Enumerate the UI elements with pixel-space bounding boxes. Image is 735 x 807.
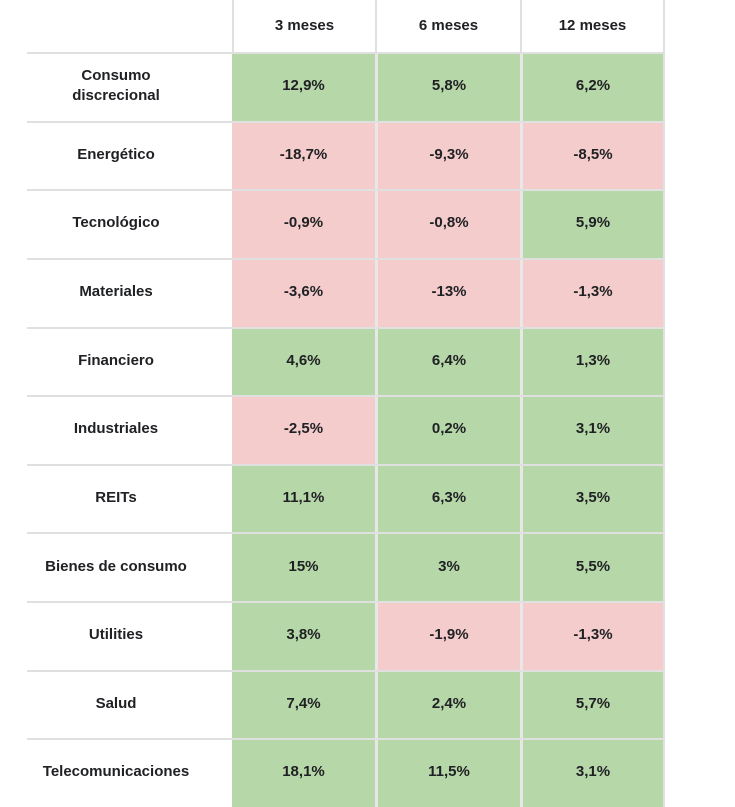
table-right-border bbox=[663, 0, 665, 807]
value-cell: 2,4% bbox=[375, 669, 520, 739]
value-cell: 15% bbox=[232, 532, 375, 601]
returns-table: 3 meses 6 meses 12 meses Consumo discrec… bbox=[0, 0, 663, 807]
table-row: Telecomunicaciones 18,1% 11,5% 3,1% bbox=[0, 738, 663, 807]
value-cell: 5,7% bbox=[520, 669, 663, 739]
table-row: Financiero 4,6% 6,4% 1,3% bbox=[0, 326, 663, 396]
value-cell: -0,9% bbox=[232, 189, 375, 258]
sector-label: Financiero bbox=[78, 351, 154, 369]
value-cell: 3% bbox=[375, 532, 520, 601]
value-cell: 3,5% bbox=[520, 463, 663, 533]
table-row: REITs 11,1% 6,3% 3,5% bbox=[0, 463, 663, 533]
value-cell: 5,8% bbox=[375, 52, 520, 121]
sector-label: Energético bbox=[77, 145, 155, 163]
value-cell: 1,3% bbox=[520, 326, 663, 396]
sector-label: Tecnológico bbox=[72, 214, 160, 232]
table-header-row: 3 meses 6 meses 12 meses bbox=[0, 0, 663, 52]
value-cell: 5,5% bbox=[520, 532, 663, 601]
table-row: Consumo discrecional 12,9% 5,8% 6,2% bbox=[0, 52, 663, 121]
value-cell: -0,8% bbox=[375, 189, 520, 258]
value-cell: -1,3% bbox=[520, 257, 663, 327]
table-row: Bienes de consumo 15% 3% 5,5% bbox=[0, 532, 663, 601]
corner-cell bbox=[0, 0, 232, 52]
sector-label: Industriales bbox=[73, 420, 159, 438]
value-cell: -3,6% bbox=[232, 257, 375, 327]
value-cell: 6,2% bbox=[520, 52, 663, 121]
sector-label: Telecomunicaciones bbox=[42, 763, 190, 781]
sector-label: REITs bbox=[95, 488, 137, 506]
column-header-6-meses: 6 meses bbox=[375, 0, 520, 52]
value-cell: -13% bbox=[375, 257, 520, 327]
value-cell: 3,1% bbox=[520, 738, 663, 807]
value-cell: -18,7% bbox=[232, 120, 375, 190]
value-cell: 0,2% bbox=[375, 395, 520, 464]
value-cell: 6,3% bbox=[375, 463, 520, 533]
sector-label: Consumo discrecional bbox=[72, 67, 160, 105]
sector-label: Bienes de consumo bbox=[45, 557, 187, 575]
value-cell: 3,8% bbox=[232, 601, 375, 670]
table-row: Utilities 3,8% -1,9% -1,3% bbox=[0, 601, 663, 670]
value-cell: 11,1% bbox=[232, 463, 375, 533]
value-cell: 3,1% bbox=[520, 395, 663, 464]
table-row: Tecnológico -0,9% -0,8% 5,9% bbox=[0, 189, 663, 258]
value-cell: -2,5% bbox=[232, 395, 375, 464]
value-cell: 18,1% bbox=[232, 738, 375, 807]
table-row: Salud 7,4% 2,4% 5,7% bbox=[0, 669, 663, 739]
value-cell: 11,5% bbox=[375, 738, 520, 807]
column-header-3-meses: 3 meses bbox=[232, 0, 375, 52]
sector-label: Materiales bbox=[79, 283, 153, 301]
table-row: Materiales -3,6% -13% -1,3% bbox=[0, 257, 663, 327]
sector-label: Utilities bbox=[88, 626, 144, 644]
value-cell: 12,9% bbox=[232, 52, 375, 121]
value-cell: -1,3% bbox=[520, 601, 663, 670]
value-cell: 5,9% bbox=[520, 189, 663, 258]
value-cell: -9,3% bbox=[375, 120, 520, 190]
table-row: Energético -18,7% -9,3% -8,5% bbox=[0, 120, 663, 190]
sector-label: Salud bbox=[95, 694, 137, 712]
table-row: Industriales -2,5% 0,2% 3,1% bbox=[0, 395, 663, 464]
value-cell: 6,4% bbox=[375, 326, 520, 396]
value-cell: -1,9% bbox=[375, 601, 520, 670]
value-cell: 4,6% bbox=[232, 326, 375, 396]
value-cell: -8,5% bbox=[520, 120, 663, 190]
column-header-12-meses: 12 meses bbox=[520, 0, 663, 52]
value-cell: 7,4% bbox=[232, 669, 375, 739]
